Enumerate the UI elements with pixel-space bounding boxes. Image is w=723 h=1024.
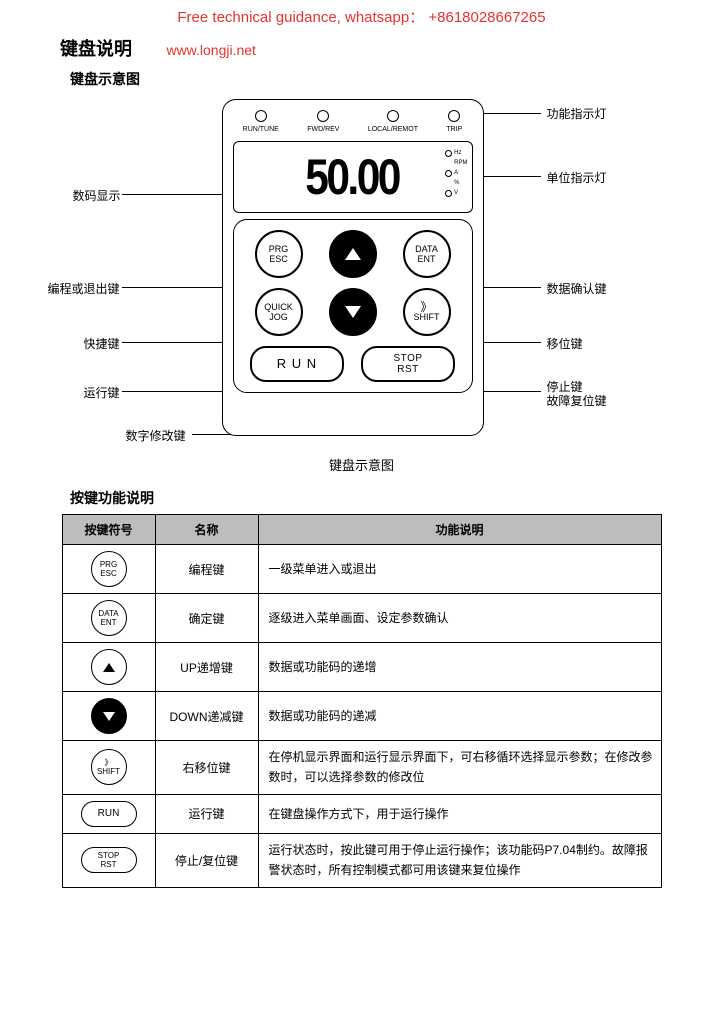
symbol-icon <box>91 698 127 734</box>
run-button[interactable]: R U N <box>250 346 344 382</box>
diagram-subtitle: 键盘示意图 <box>0 61 723 89</box>
table-title: 按键功能说明 <box>0 484 723 514</box>
data-button[interactable]: DATAENT <box>403 230 451 278</box>
cell-name: 右移位键 <box>155 741 258 795</box>
th-name: 名称 <box>155 515 258 545</box>
symbol-icon: 》SHIFT <box>91 749 127 785</box>
cell-desc: 一级菜单进入或退出 <box>258 545 661 594</box>
symbol-icon: DATAENT <box>91 600 127 636</box>
led-fwd: FWD/REV <box>307 110 339 133</box>
display-value: 50.00 <box>306 148 400 206</box>
unit-indicators: Hz RPM A % V <box>445 148 467 198</box>
cell-desc: 数据或功能码的递减 <box>258 692 661 741</box>
page-title: 键盘说明 <box>60 35 132 61</box>
quick-button[interactable]: QUICKJOG <box>255 288 303 336</box>
cell-desc: 运行状态时，按此键可用于停止运行操作；该功能码P7.04制约。故障报警状态时，所… <box>258 833 661 887</box>
table-row: 》SHIFT 右移位键在停机显示界面和运行显示界面下，可右移循环选择显示参数；在修… <box>62 741 661 795</box>
cell-symbol <box>62 643 155 692</box>
th-desc: 功能说明 <box>258 515 661 545</box>
callout-function-led: 功能指示灯 <box>547 105 607 122</box>
cell-desc: 在键盘操作方式下，用于运行操作 <box>258 794 661 833</box>
cell-name: 编程键 <box>155 545 258 594</box>
website-url: www.longji.net <box>166 42 256 58</box>
callout-stop-2: 故障复位键 <box>547 392 607 409</box>
keypad-panel: RUN/TUNE FWD/REV LOCAL/REMOT TRIP 50.00 … <box>222 99 484 436</box>
callout-unit-led: 单位指示灯 <box>547 169 607 186</box>
callout-digital-display: 数码显示 <box>66 187 121 204</box>
symbol-icon: PRGESC <box>91 551 127 587</box>
callout-updown: 数字修改键 <box>126 427 186 444</box>
cell-symbol: PRGESC <box>62 545 155 594</box>
keypad-diagram: 功能指示灯 单位指示灯 数码显示 编程或退出键 数据确认键 快捷键 移位键 运行… <box>62 89 662 449</box>
symbol-icon <box>91 649 127 685</box>
prg-button[interactable]: PRGESC <box>255 230 303 278</box>
th-symbol: 按键符号 <box>62 515 155 545</box>
cell-symbol: 》SHIFT <box>62 741 155 795</box>
banner-text: Free technical guidance, whatsapp： +8618… <box>0 0 723 29</box>
cell-symbol: STOPRST <box>62 833 155 887</box>
cell-symbol: RUN <box>62 794 155 833</box>
table-row: STOPRST 停止/复位键运行状态时，按此键可用于停止运行操作；该功能码P7.0… <box>62 833 661 887</box>
stop-button[interactable]: STOPRST <box>361 346 455 382</box>
callout-run: 运行键 <box>82 384 120 401</box>
cell-name: 确定键 <box>155 594 258 643</box>
cell-name: 运行键 <box>155 794 258 833</box>
up-button[interactable] <box>329 230 377 278</box>
table-row: DOWN递减键数据或功能码的递减 <box>62 692 661 741</box>
shift-button[interactable]: 》SHIFT <box>403 288 451 336</box>
callout-shift: 移位键 <box>547 335 583 352</box>
lcd-display: 50.00 Hz RPM A % V <box>233 141 473 213</box>
symbol-icon: STOPRST <box>81 847 137 873</box>
cell-symbol <box>62 692 155 741</box>
button-panel: PRGESC DATAENT QUICKJOG 》SHIFT R U N STO… <box>233 219 473 393</box>
cell-desc: 在停机显示界面和运行显示界面下，可右移循环选择显示参数；在修改参数时，可以选择参… <box>258 741 661 795</box>
led-trip: TRIP <box>446 110 462 133</box>
led-run: RUN/TUNE <box>243 110 279 133</box>
function-table: 按键符号 名称 功能说明 PRGESC 编程键一级菜单进入或退出 DATAENT 确定… <box>62 514 662 888</box>
down-button[interactable] <box>329 288 377 336</box>
cell-name: DOWN递减键 <box>155 692 258 741</box>
table-row: RUN 运行键在键盘操作方式下，用于运行操作 <box>62 794 661 833</box>
cell-desc: 数据或功能码的递增 <box>258 643 661 692</box>
cell-symbol: DATAENT <box>62 594 155 643</box>
table-row: DATAENT 确定键逐级进入菜单画面、设定参数确认 <box>62 594 661 643</box>
cell-desc: 逐级进入菜单画面、设定参数确认 <box>258 594 661 643</box>
led-local: LOCAL/REMOT <box>368 110 418 133</box>
symbol-icon: RUN <box>81 801 137 827</box>
cell-name: UP递增键 <box>155 643 258 692</box>
callout-data: 数据确认键 <box>547 280 607 297</box>
table-row: UP递增键数据或功能码的递增 <box>62 643 661 692</box>
diagram-caption: 键盘示意图 <box>0 449 723 484</box>
table-row: PRGESC 编程键一级菜单进入或退出 <box>62 545 661 594</box>
callout-quick: 快捷键 <box>82 335 120 352</box>
led-row: RUN/TUNE FWD/REV LOCAL/REMOT TRIP <box>223 100 483 133</box>
callout-prg: 编程或退出键 <box>48 280 120 297</box>
cell-name: 停止/复位键 <box>155 833 258 887</box>
